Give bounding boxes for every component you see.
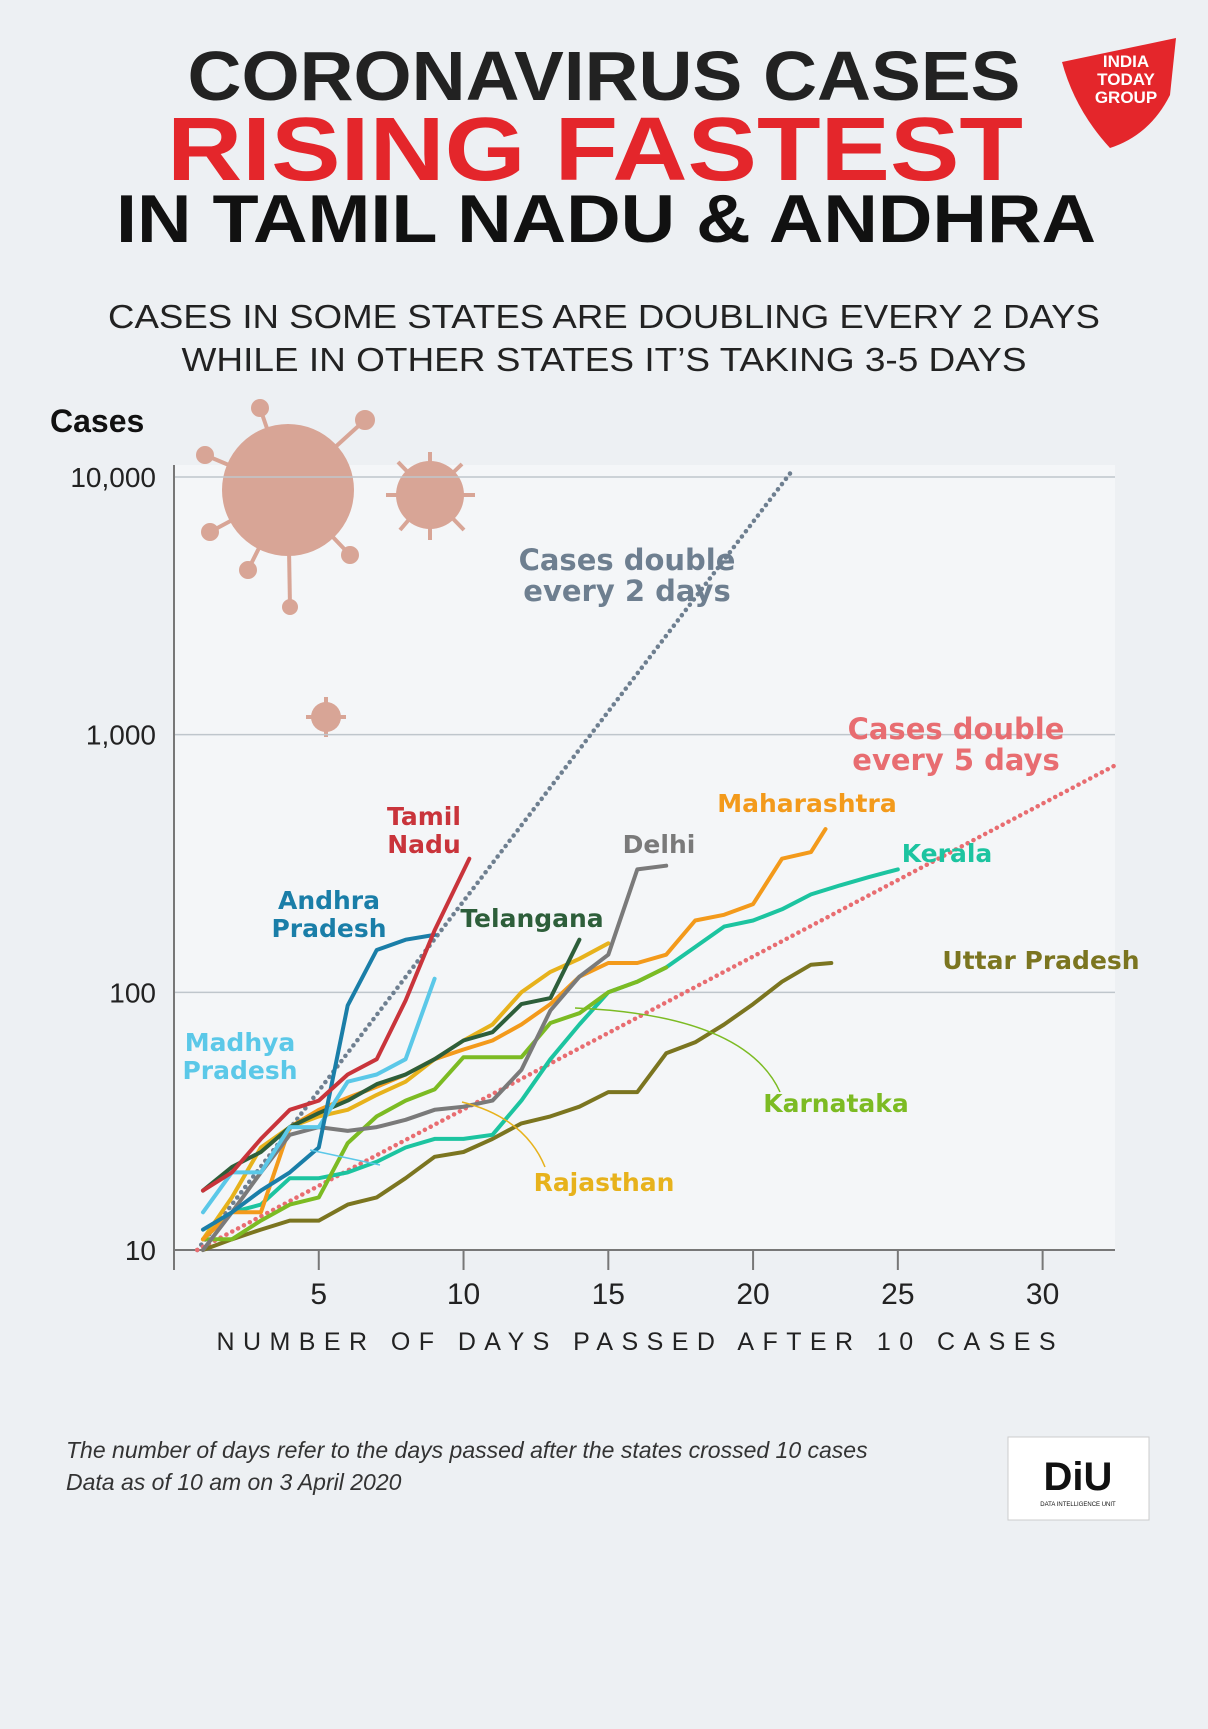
series-line xyxy=(194,470,793,1253)
series-label: Cases double every 5 days xyxy=(847,712,1065,777)
x-tick-label: 20 xyxy=(736,1278,769,1311)
logo-text: TODAY xyxy=(1097,70,1155,89)
virus-decoration xyxy=(196,399,475,737)
series-label: Madhya Pradesh xyxy=(182,1028,298,1085)
series-label: Tamil Nadu xyxy=(387,802,461,859)
x-axis-label: NUMBER OF DAYS PASSED AFTER 10 CASES xyxy=(217,1328,1056,1356)
y-tick-label: 10,000 xyxy=(70,462,156,493)
y-tick-label: 10 xyxy=(125,1235,156,1266)
x-tick-label: 25 xyxy=(881,1278,914,1311)
diu-caption: DATA INTELLIGENCE UNIT xyxy=(1040,1502,1116,1508)
note: The number of days refer to the days pas… xyxy=(66,1437,868,1463)
series-line xyxy=(201,965,669,1242)
y-tick-label: 100 xyxy=(109,977,156,1008)
series-line xyxy=(201,941,611,1242)
series-label: Telangana xyxy=(460,904,604,933)
series-label: Uttar Pradesh xyxy=(942,946,1140,975)
logo-text: GROUP xyxy=(1095,88,1157,107)
series-line xyxy=(194,763,1118,1253)
series-label: Maharashtra xyxy=(717,789,897,818)
diu-logo xyxy=(1007,1436,1150,1521)
series-label: Rajasthan xyxy=(533,1168,675,1197)
series-line xyxy=(201,932,437,1232)
series-label: Karnataka xyxy=(763,1089,909,1118)
y-tick-label: 1,000 xyxy=(86,720,156,751)
series-line xyxy=(201,867,900,1242)
x-tick-label: 30 xyxy=(1026,1278,1059,1311)
series-line xyxy=(201,937,582,1193)
title-sub: IN TAMIL NADU & ANDHRA xyxy=(116,181,1096,257)
plot-background xyxy=(174,465,1115,1250)
series-line xyxy=(201,863,669,1252)
series-line xyxy=(201,976,437,1215)
leader-line xyxy=(309,1149,381,1166)
y-axis-label: Cases xyxy=(50,403,144,439)
x-tick-label: 10 xyxy=(447,1278,480,1311)
logo-text: INDIA xyxy=(1103,52,1149,71)
leader-line xyxy=(461,1101,546,1168)
series-label: Andhra Pradesh xyxy=(271,886,387,943)
diu-logo-text: DiU xyxy=(1044,1455,1113,1499)
title: CORONAVIRUS CASES xyxy=(188,37,1021,115)
x-tick-label: 15 xyxy=(592,1278,625,1311)
x-tick-label: 5 xyxy=(310,1278,327,1311)
series-label: Delhi xyxy=(622,830,696,859)
title-highlight: RISING FASTEST xyxy=(167,100,1023,200)
series-label: Cases double every 2 days xyxy=(518,543,736,608)
subtitle: CASES IN SOME STATES ARE DOUBLING EVERY … xyxy=(108,298,1100,335)
series-line xyxy=(201,856,472,1193)
series-label: Kerala xyxy=(901,839,993,868)
series-line xyxy=(201,961,834,1252)
note: Data as of 10 am on 3 April 2020 xyxy=(66,1469,402,1495)
subtitle: WHILE IN OTHER STATES IT’S TAKING 3-5 DA… xyxy=(182,341,1027,378)
leader-line xyxy=(574,1007,781,1093)
india-today-logo xyxy=(1062,38,1176,148)
